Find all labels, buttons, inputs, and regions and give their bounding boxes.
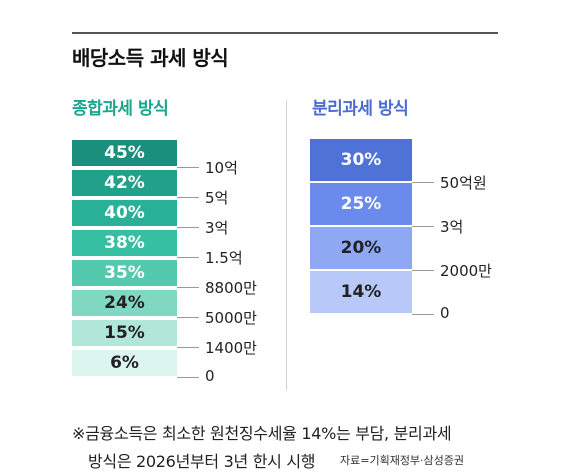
top-rule xyxy=(72,32,498,34)
threshold-tick-1 xyxy=(412,226,434,227)
threshold-label-0: 10억 xyxy=(205,159,238,177)
threshold-label-5: 5000만 xyxy=(205,309,257,327)
rate-bar-4: 35% xyxy=(72,260,177,286)
threshold-tick-6 xyxy=(177,347,199,348)
threshold-tick-3 xyxy=(177,257,199,258)
rate-bar-0: 45% xyxy=(72,140,177,166)
threshold-label-2: 3억 xyxy=(205,219,229,237)
rate-bar-3: 14% xyxy=(310,271,412,313)
threshold-label-3: 1.5억 xyxy=(205,249,243,267)
threshold-label-4: 8800만 xyxy=(205,279,257,297)
threshold-tick-5 xyxy=(177,317,199,318)
threshold-label-2: 2000만 xyxy=(440,262,492,280)
rate-bar-6: 15% xyxy=(72,320,177,346)
threshold-tick-4 xyxy=(177,287,199,288)
page-title: 배당소득 과세 방식 xyxy=(72,46,229,70)
rate-bar-1: 25% xyxy=(310,183,412,225)
chart-title-separate: 분리과세 방식 xyxy=(312,99,409,119)
threshold-label-6: 1400만 xyxy=(205,339,257,357)
threshold-tick-1 xyxy=(177,197,199,198)
rate-bar-2: 20% xyxy=(310,227,412,269)
footnote-line-2: 방식은 2026년부터 3년 한시 시행 xyxy=(88,452,316,471)
threshold-tick-7 xyxy=(177,377,199,378)
section-divider xyxy=(286,100,287,390)
rate-bar-3: 38% xyxy=(72,230,177,256)
threshold-tick-2 xyxy=(412,270,434,271)
threshold-label-1: 5억 xyxy=(205,189,229,207)
footnote-line-1: ※금융소득은 최소한 원천징수세율 14%는 부담, 분리과세 xyxy=(72,424,452,443)
threshold-label-7: 0 xyxy=(205,367,215,385)
threshold-tick-3 xyxy=(412,314,434,315)
rate-bar-5: 24% xyxy=(72,290,177,316)
threshold-label-0: 50억원 xyxy=(440,174,487,192)
threshold-tick-0 xyxy=(177,167,199,168)
rate-bar-2: 40% xyxy=(72,200,177,226)
source-label: 자료=기획재정부·삼성증권 xyxy=(340,454,465,467)
chart-title-comprehensive: 종합과세 방식 xyxy=(72,99,169,119)
threshold-tick-0 xyxy=(412,182,434,183)
threshold-label-1: 3억 xyxy=(440,218,464,236)
threshold-label-3: 0 xyxy=(440,304,450,322)
threshold-tick-2 xyxy=(177,227,199,228)
rate-bar-7: 6% xyxy=(72,350,177,376)
rate-bar-1: 42% xyxy=(72,170,177,196)
rate-bar-0: 30% xyxy=(310,139,412,181)
